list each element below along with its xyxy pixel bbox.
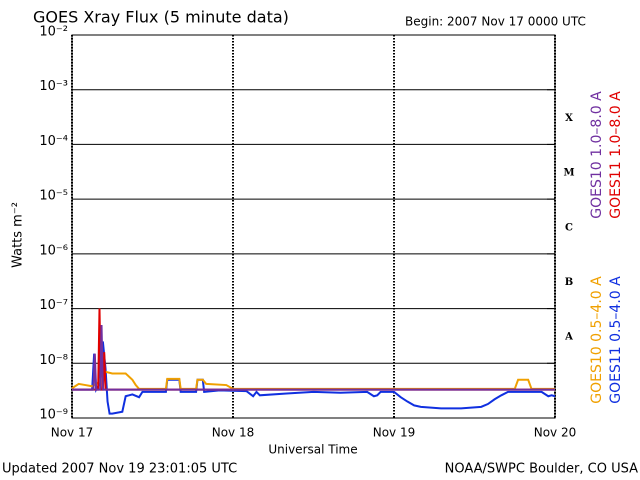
plot-frame <box>71 34 556 419</box>
y-tick-label: 10⁻⁹ <box>39 408 68 423</box>
legend-entry: GOES11 1.0–8.0 A <box>608 91 624 219</box>
y-tick-label: 10⁻⁴ <box>39 134 68 149</box>
y-tick-label: 10⁻² <box>39 25 68 40</box>
chart-title: GOES Xray Flux (5 minute data) <box>33 8 289 27</box>
series-line <box>71 370 555 390</box>
y-tick-label: 10⁻⁷ <box>39 298 68 313</box>
footer-right: NOAA/SWPC Boulder, CO USA <box>445 462 638 477</box>
x-tick-label: Nov 20 <box>534 426 577 440</box>
chart-subtitle: Begin: 2007 Nov 17 0000 UTC <box>405 15 586 29</box>
x-tick-label: Nov 18 <box>212 426 255 440</box>
series-line <box>72 308 555 391</box>
series-line <box>72 341 556 415</box>
y-tick-label: 10⁻⁸ <box>39 353 68 368</box>
y-tick-label: 10⁻⁶ <box>39 243 68 258</box>
y-tick-label: 10⁻³ <box>39 79 68 94</box>
series-line <box>72 325 555 391</box>
x-axis-label: Universal Time <box>268 443 357 457</box>
footer-left: Updated 2007 Nov 19 23:01:05 UTC <box>2 462 237 477</box>
y-axis-label: Watts m⁻² <box>11 202 26 268</box>
y-tick-label: 10⁻⁵ <box>39 189 68 204</box>
legend-entry: GOES10 1.0–8.0 A <box>589 91 605 219</box>
flare-class-label: A <box>564 332 573 343</box>
x-tick-label: Nov 17 <box>51 426 94 440</box>
x-tick-label: Nov 19 <box>373 426 416 440</box>
legend-entry: GOES11 0.5–4.0 A <box>608 276 624 404</box>
flare-class-label: M <box>563 168 574 179</box>
flare-class-label: B <box>565 277 573 288</box>
flare-class-label: X <box>565 113 573 124</box>
flare-class-label: C <box>565 222 573 233</box>
legend-entry: GOES10 0.5–4.0 A <box>589 276 605 404</box>
